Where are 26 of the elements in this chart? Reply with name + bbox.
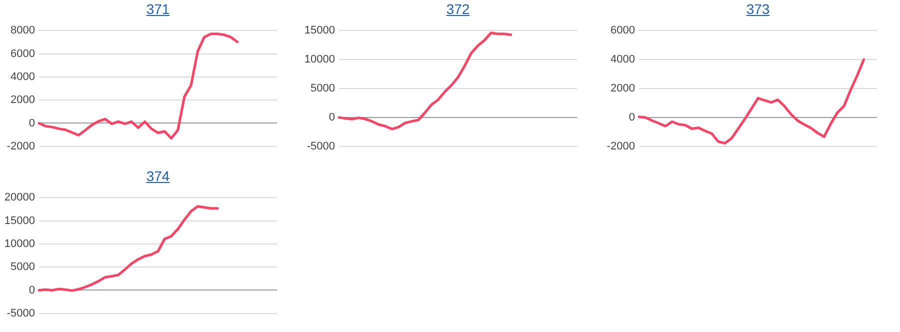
chart-title: 371 xyxy=(145,1,171,17)
y-tick-label: 0 xyxy=(328,111,335,124)
y-tick-label: 8000 xyxy=(10,24,35,37)
chart-title: 374 xyxy=(145,168,171,184)
y-tick-label: 5000 xyxy=(10,261,35,274)
chart-title: 372 xyxy=(445,1,471,17)
y-tick-label: 15000 xyxy=(4,214,35,227)
y-tick-label: -5000 xyxy=(306,140,335,152)
y-tick-label: 6000 xyxy=(610,24,635,37)
y-tick-label: 0 xyxy=(28,117,35,130)
y-tick-label: 6000 xyxy=(10,48,35,60)
y-tick-label: -2000 xyxy=(606,140,635,152)
y-tick-label: 15000 xyxy=(304,24,335,37)
y-tick-label: 2000 xyxy=(10,94,35,106)
y-tick-label: -5000 xyxy=(6,307,35,320)
y-tick-label: 20000 xyxy=(4,192,35,204)
y-tick-label: -2000 xyxy=(6,140,35,152)
y-tick-label: 4000 xyxy=(610,54,635,66)
y-tick-label: 0 xyxy=(28,284,35,296)
y-tick-label: 5000 xyxy=(310,82,335,95)
y-tick-label: 2000 xyxy=(610,82,635,95)
y-tick-label: 0 xyxy=(628,111,635,124)
y-tick-label: 10000 xyxy=(4,238,35,250)
chart-title: 373 xyxy=(745,1,771,17)
y-tick-label: 10000 xyxy=(304,54,335,66)
y-tick-label: 4000 xyxy=(10,70,35,83)
